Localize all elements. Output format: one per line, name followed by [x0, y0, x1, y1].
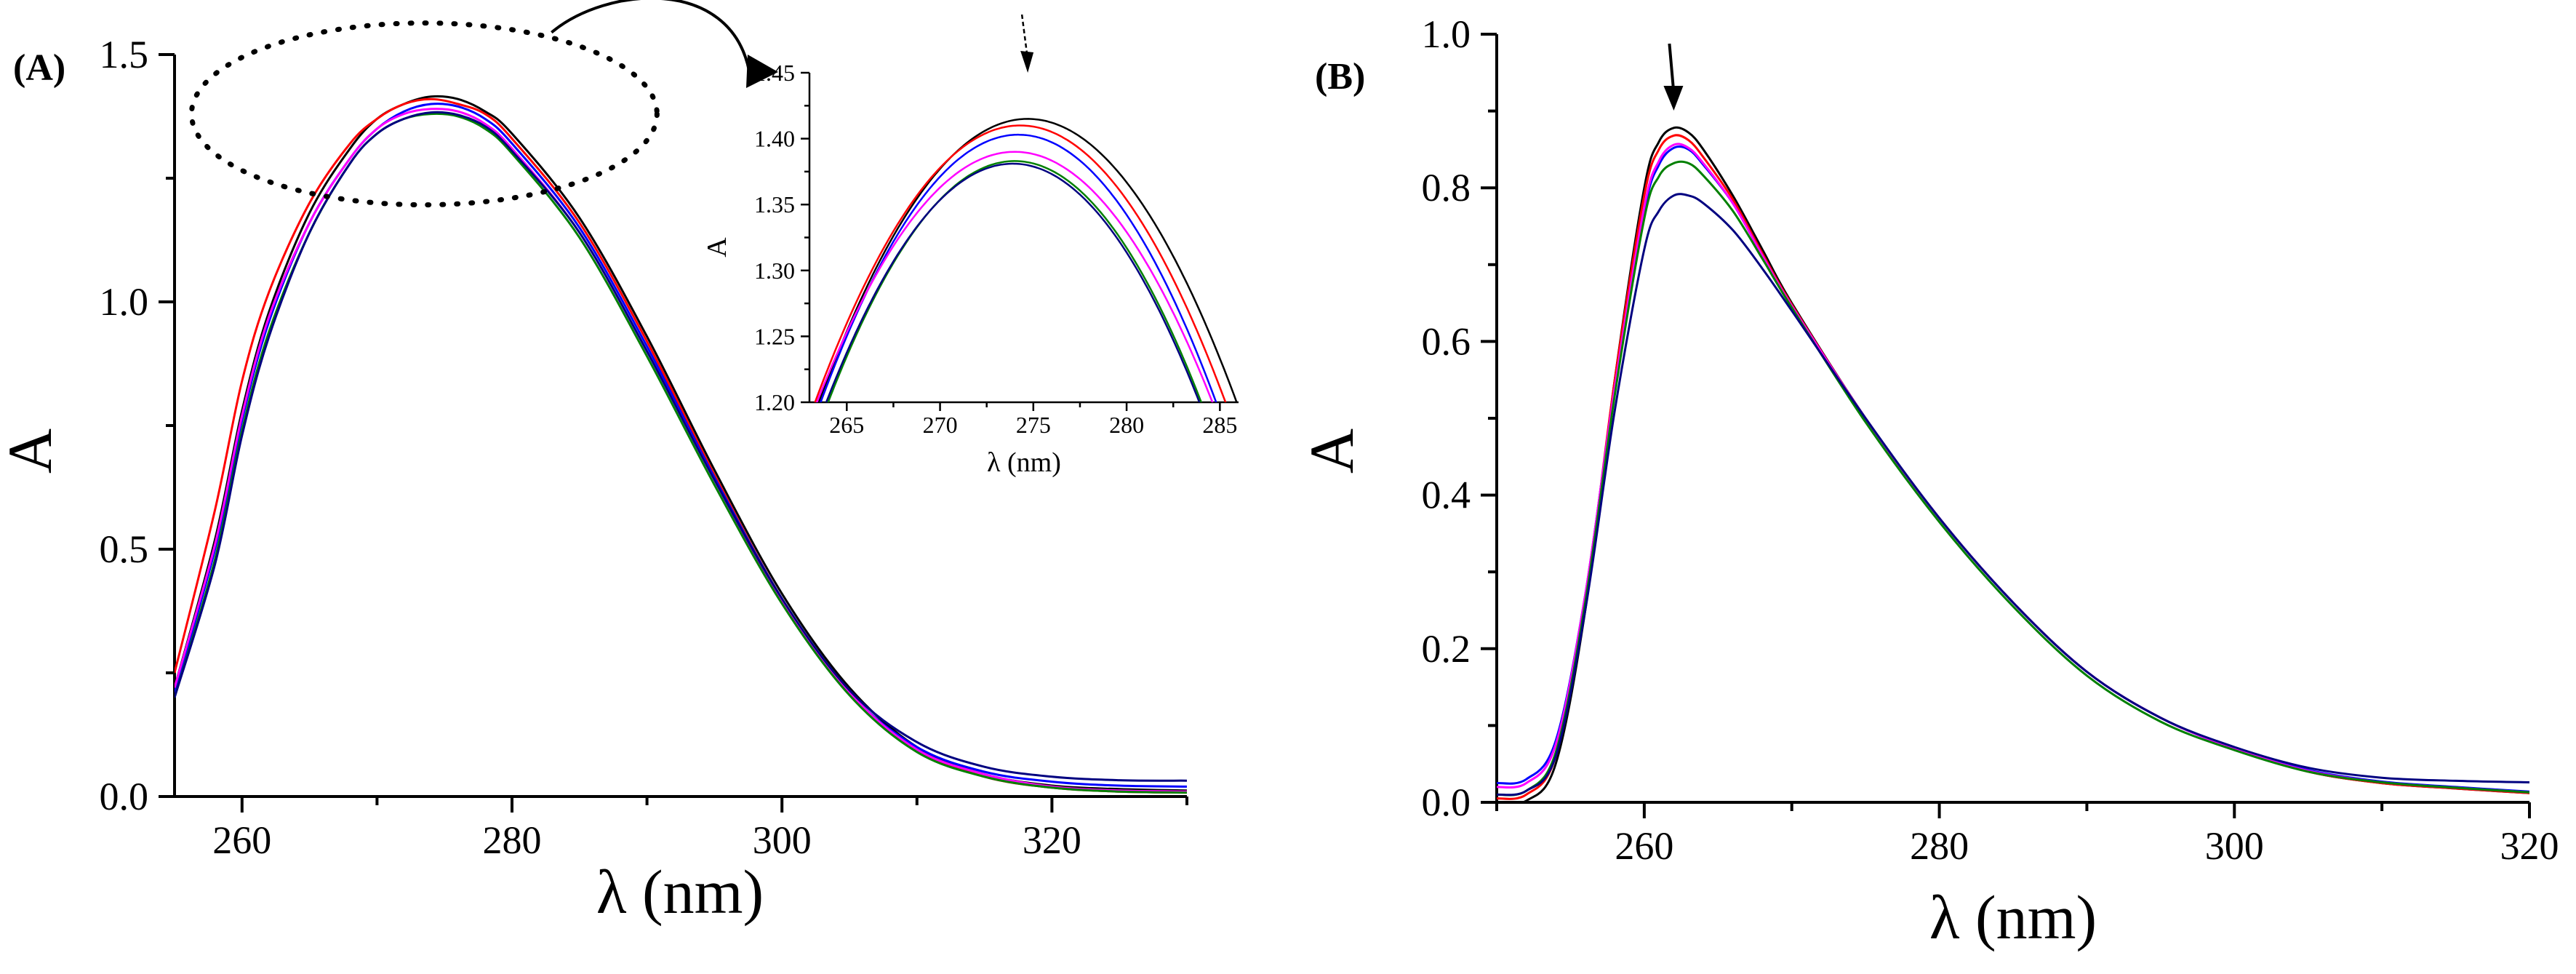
series-line-4 — [175, 108, 1187, 793]
inset-series-line-5 — [827, 160, 1203, 402]
x-tick-label: 280 — [483, 818, 542, 862]
y-tick-label: 1.40 — [754, 126, 795, 152]
y-tick-label: 0.2 — [1422, 627, 1471, 671]
series-line-2 — [1497, 134, 2529, 800]
x-axis-label: λ (nm) — [987, 447, 1061, 478]
y-tick-label: 1.5 — [100, 33, 149, 76]
x-tick-label: 300 — [753, 818, 812, 862]
x-tick-label: 280 — [1910, 824, 1969, 868]
y-axis-label: A — [0, 428, 65, 474]
series-line-3 — [1497, 145, 2529, 793]
x-axis-label: λ (nm) — [1929, 882, 2097, 952]
inset-series-line-1 — [817, 118, 1238, 402]
curved-arrow-shaft — [551, 0, 751, 71]
y-axis-label: A — [702, 237, 732, 258]
x-axis-label: λ (nm) — [596, 857, 764, 927]
series-line-1 — [1497, 126, 2529, 802]
inset-series-line-3 — [820, 133, 1217, 402]
panel-2-axes: 260 280 300 320 0.0 0.2 0.4 0.6 0.8 1.0 λ (nm) A (B) — [1297, 12, 2559, 952]
series-line-6 — [1497, 193, 2529, 797]
y-tick-label: 0.5 — [100, 527, 149, 571]
panel-0-axes: 260 280 300 320 0.0 0.5 1.0 1.5 λ (nm) A (A) — [0, 33, 1188, 927]
y-tick-label: 1.30 — [754, 258, 795, 284]
y-tick-label: 1.25 — [754, 323, 795, 349]
inset-series-line-4 — [815, 151, 1214, 402]
inset-arrow-head — [1020, 51, 1034, 73]
y-tick-label: 1.0 — [1422, 12, 1471, 56]
y-axis-label: A — [1297, 428, 1367, 474]
x-tick-label: 275 — [1016, 412, 1051, 438]
x-tick-label: 320 — [2500, 824, 2559, 868]
peak-arrow-shaft — [1668, 43, 1676, 94]
x-tick-label: 260 — [1615, 824, 1673, 868]
curved-arrow-head — [746, 55, 778, 88]
series-line-5 — [175, 112, 1187, 794]
y-tick-label: 1.20 — [754, 389, 795, 415]
x-tick-label: 280 — [1109, 412, 1144, 438]
series-line-4 — [1497, 143, 2529, 794]
y-tick-label: 1.35 — [754, 191, 795, 217]
inset-series-line-2 — [814, 124, 1227, 402]
y-tick-label: 0.4 — [1422, 474, 1471, 517]
panel-0-series — [175, 95, 1187, 794]
dotted-ellipse — [188, 20, 660, 208]
y-tick-label: 0.0 — [1422, 781, 1471, 824]
peak-arrow-head — [1663, 86, 1684, 111]
x-tick-label: 270 — [923, 412, 958, 438]
x-tick-label: 260 — [212, 818, 271, 862]
panel-2-series — [1497, 126, 2529, 802]
y-tick-label: 0.8 — [1422, 166, 1471, 209]
x-tick-label: 320 — [1023, 818, 1081, 862]
series-line-6 — [175, 111, 1187, 782]
series-line-2 — [175, 97, 1187, 794]
inset-series-line-6 — [825, 162, 1201, 402]
panel-label: (B) — [1315, 56, 1365, 97]
x-tick-label: 265 — [829, 412, 864, 438]
y-tick-label: 0.6 — [1422, 319, 1471, 363]
y-tick-label: 1.0 — [100, 280, 149, 324]
x-tick-label: 285 — [1202, 412, 1237, 438]
panel-label: (A) — [13, 47, 65, 89]
inset-series — [814, 118, 1238, 402]
panel-1-axes: 2652702752802851.201.251.301.351.401.45λ… — [702, 60, 1239, 478]
x-tick-label: 300 — [2205, 824, 2264, 868]
series-line-3 — [175, 103, 1187, 788]
series-line-5 — [1497, 160, 2529, 797]
y-tick-label: 0.0 — [100, 775, 149, 818]
